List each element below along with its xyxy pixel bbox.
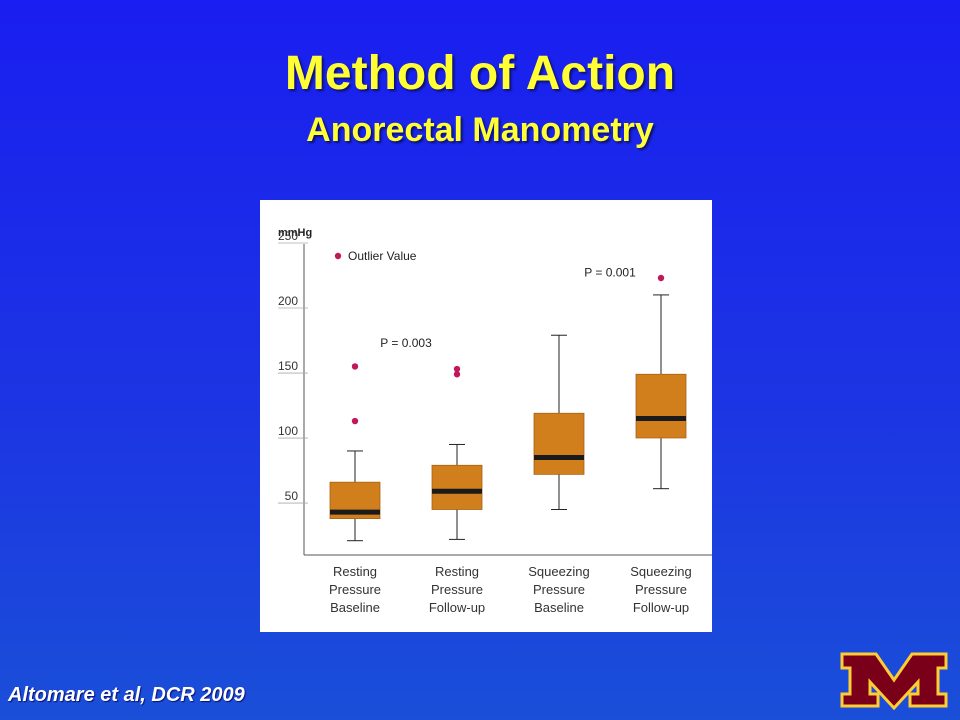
box-iqr [431, 464, 483, 510]
category-label: Baseline [330, 600, 380, 615]
slide-title: Method of Action [284, 47, 676, 100]
p-value-annotation: P = 0.003 [380, 336, 432, 350]
y-axis-unit-label: mmHg [278, 227, 312, 239]
outlier-point [657, 274, 665, 282]
category-label: Pressure [431, 582, 483, 597]
category-label: Follow-up [429, 600, 485, 615]
y-tick-label: 150 [278, 359, 298, 373]
category-label: Resting [435, 564, 479, 579]
outlier-point [351, 363, 359, 370]
category-label: Follow-up [633, 600, 689, 615]
chart-panel: mmHg 50 100 150 200 250 Outlier Value Resting Pr… [260, 200, 712, 632]
box-group [329, 363, 381, 542]
y-tick-label: 50 [285, 489, 299, 503]
citation: Altomare et al, DCR 2009 [8, 684, 245, 706]
category-label: Baseline [534, 600, 584, 615]
box-plot-chart: mmHg 50 100 150 200 250 Outlier Value Resting Pr… [278, 227, 712, 615]
logo-m-shape [840, 652, 948, 711]
legend-outlier-marker [334, 252, 342, 260]
category-label: Pressure [635, 582, 687, 597]
box-iqr [533, 412, 585, 475]
y-tick-label: 200 [278, 294, 298, 308]
box-group [533, 334, 585, 510]
y-tick-label: 250 [278, 229, 298, 243]
outlier-point [351, 417, 359, 425]
slide-subtitle: Anorectal Manometry [306, 111, 654, 149]
box-group [431, 365, 483, 540]
outlier-point [453, 371, 461, 378]
category-label: Squeezing [528, 564, 589, 579]
university-m-logo-icon [838, 648, 950, 715]
legend-label: Outlier Value [348, 249, 417, 263]
category-label: Pressure [533, 582, 585, 597]
category-label: Squeezing [630, 564, 691, 579]
p-value-annotation: P = 0.001 [584, 266, 636, 280]
box-group [635, 274, 687, 490]
outlier-point [453, 365, 461, 373]
y-tick-label: 100 [278, 424, 298, 438]
box-iqr [635, 373, 687, 439]
category-label: Resting [333, 564, 377, 579]
category-label: Pressure [329, 582, 381, 597]
